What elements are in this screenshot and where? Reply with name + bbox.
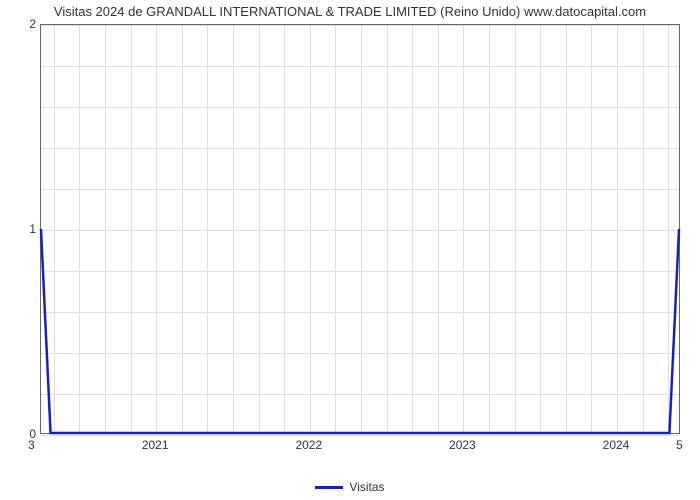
bottom-left-label: 3 — [28, 438, 35, 452]
series-line — [41, 25, 679, 433]
x-tick-label: 2021 — [142, 438, 169, 452]
chart-title: Visitas 2024 de GRANDALL INTERNATIONAL &… — [0, 4, 700, 19]
x-tick-label: 2022 — [295, 438, 322, 452]
x-tick-label: 2023 — [449, 438, 476, 452]
x-tick-label: 2024 — [603, 438, 630, 452]
y-tick-label: 2 — [20, 17, 36, 31]
hgrid-line — [41, 435, 679, 436]
plot-area — [40, 24, 680, 434]
legend-swatch — [315, 486, 343, 489]
legend-label: Visitas — [349, 480, 384, 494]
bottom-right-label: 5 — [676, 438, 683, 452]
y-tick-label: 1 — [20, 222, 36, 236]
legend: Visitas — [0, 480, 700, 494]
